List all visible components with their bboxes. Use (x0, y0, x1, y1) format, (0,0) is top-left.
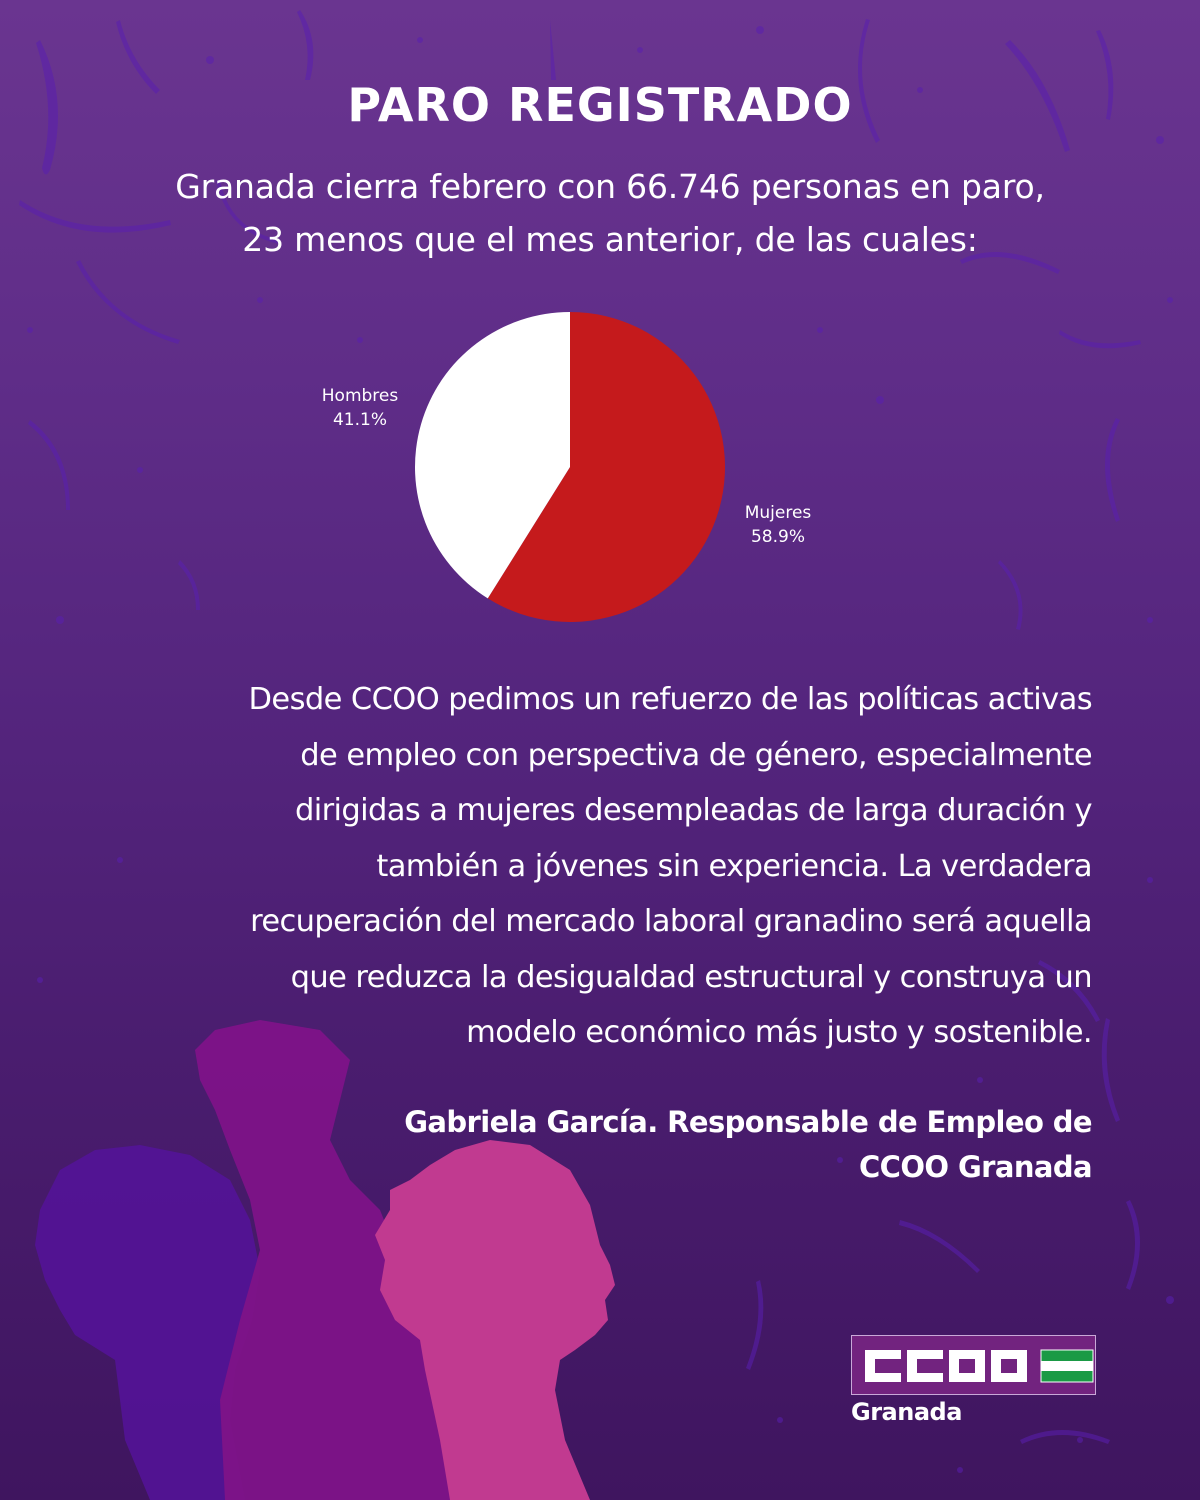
pie-slice-hombres (415, 312, 570, 599)
logo-region-label: Granada (851, 1398, 962, 1426)
statement-line: Desde CCOO pedimos un refuerzo de las po… (248, 682, 1093, 717)
signature-line-1: Gabriela García. Responsable de Empleo d… (404, 1105, 1092, 1139)
pie-label-mujeres-value: 58.9% (750, 527, 805, 547)
women-silhouettes-illustration (35, 1020, 615, 1500)
silhouette-pink-icon (375, 1140, 615, 1500)
pie-label-hombres-value: 41.1% (332, 410, 387, 430)
silhouette-purple-icon (195, 1020, 475, 1500)
signature-attribution: Gabriela García. Responsable de Empleo d… (200, 1100, 1092, 1190)
pie-svg (415, 312, 726, 622)
pie-label-hombres: Hombres 41.1% (300, 384, 420, 432)
page-title: PARO REGISTRADO (347, 78, 853, 132)
silhouette-violet-icon (35, 1145, 260, 1500)
pie-slice-mujeres (487, 312, 726, 622)
summary-line-1: Granada cierra febrero con 66.746 person… (175, 167, 1045, 206)
andalusia-flag-icon (1040, 1349, 1094, 1383)
statement-line: modelo económico más justo y sostenible. (466, 1015, 1092, 1050)
ccoo-logo (851, 1335, 1096, 1395)
pie-label-hombres-name: Hombres (321, 386, 399, 406)
pie-label-mujeres: Mujeres 58.9% (718, 501, 838, 549)
ccoo-logo-mark-icon (865, 1349, 1094, 1383)
signature-line-2: CCOO Granada (859, 1150, 1093, 1184)
statement-line: que reduzca la desigualdad estructural y… (290, 959, 1093, 995)
statement-line: también a jóvenes sin experiencia. La ve… (376, 848, 1092, 884)
summary-line-2: 23 menos que el mes anterior, de las cua… (242, 220, 978, 259)
gender-pie-chart: Hombres 41.1% Mujeres 58.9% (290, 300, 850, 640)
statement-paragraph: Desde CCOO pedimos un refuerzo de las po… (60, 672, 1093, 1061)
statement-line: dirigidas a mujeres desempleadas de larg… (294, 793, 1093, 828)
headline-summary: Granada cierra febrero con 66.746 person… (60, 160, 1160, 266)
statement-line: de empleo con perspectiva de género, esp… (300, 737, 1092, 773)
statement-line: recuperación del mercado laboral granadi… (250, 904, 1093, 939)
pie-label-mujeres-name: Mujeres (744, 503, 812, 523)
